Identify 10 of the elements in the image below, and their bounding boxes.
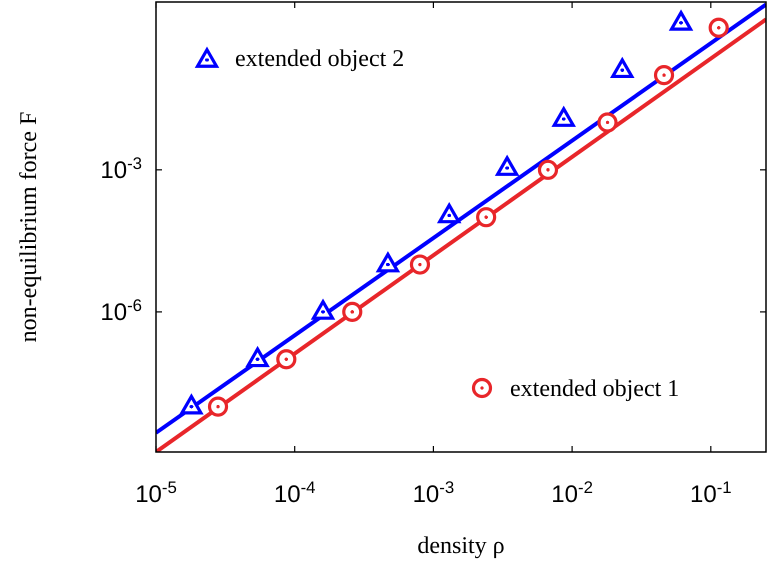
x-axis-title: density ρ [417,533,505,559]
x-tick-label: 10$^{-5}$ [135,478,177,508]
x-tick-label: 10$^{-2}$ [551,478,593,508]
y-axis-title: non-equilibrium force F [16,112,42,342]
legend-label: extended object 2 [235,46,404,72]
x-tick-label: 10$^{-3}$ [412,478,454,508]
x-tick-label: 10$^{-1}$ [690,478,732,508]
y-tick-label: 10$^{-6}$ [100,295,142,326]
legend-label: extended object 1 [510,376,680,402]
x-tick-label: 10$^{-4}$ [274,478,316,508]
